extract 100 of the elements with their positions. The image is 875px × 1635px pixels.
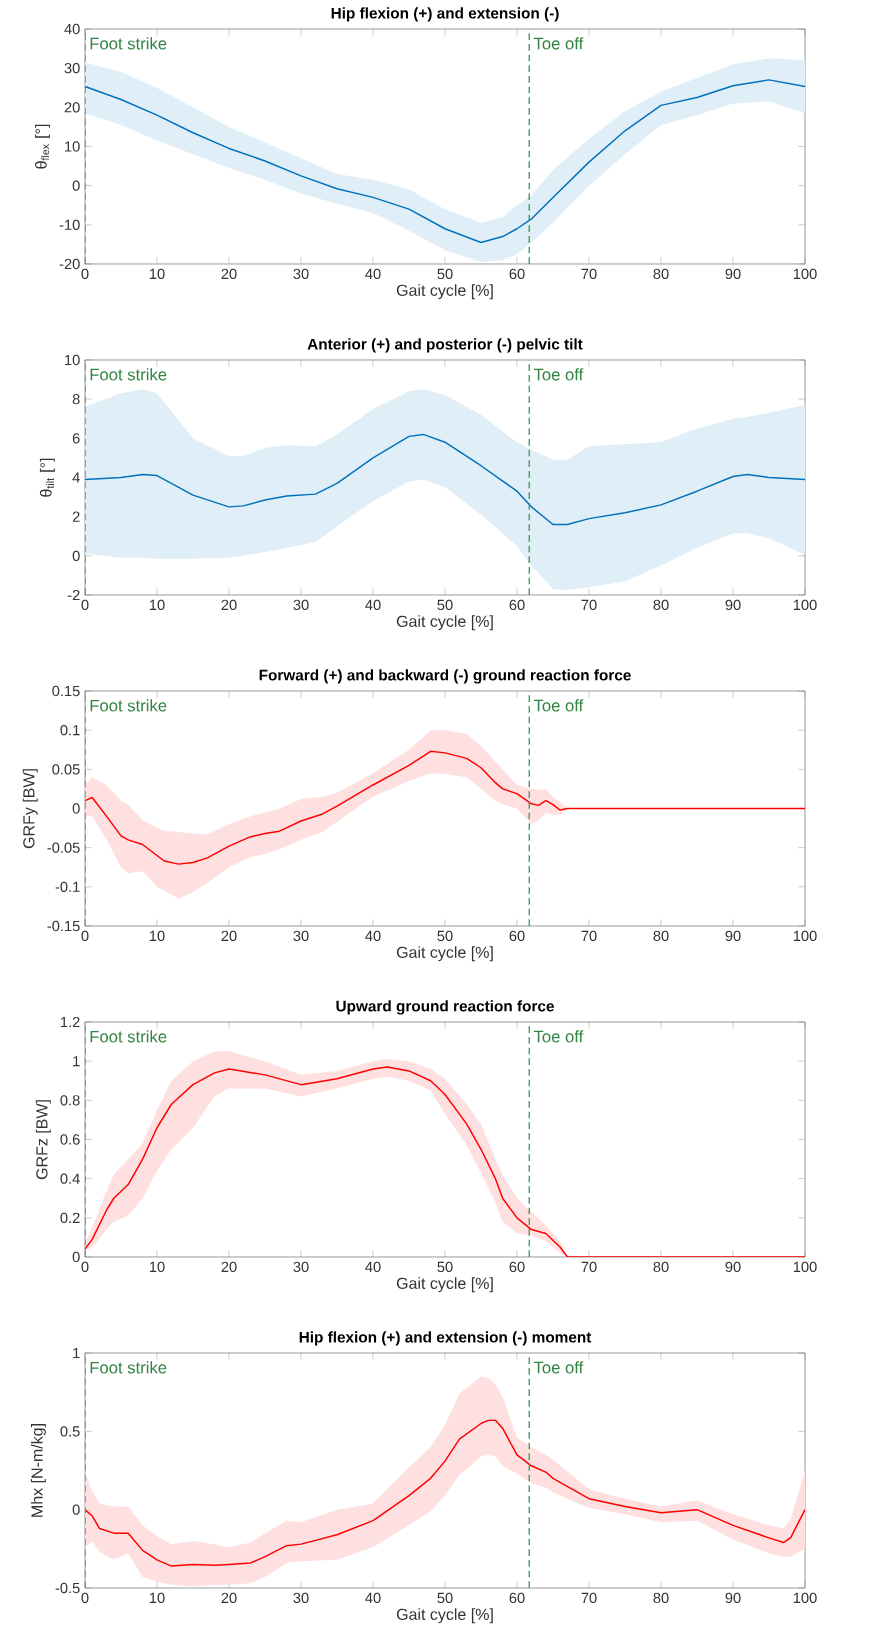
y-tick-label: -0.05 (47, 842, 80, 853)
y-tick-label: 0.8 (60, 1095, 80, 1106)
x-tick-label: 50 (437, 268, 453, 280)
x-tick-label: 80 (653, 599, 669, 611)
y-tick-label: 10 (65, 354, 80, 366)
ref-line-label: Toe off (533, 1361, 584, 1374)
y-tick-label: 0 (72, 180, 80, 191)
ref-line-label: Foot strike (90, 699, 167, 712)
x-tick-label: 40 (365, 930, 381, 942)
x-axis-title: Gait cycle [%] (396, 946, 493, 962)
x-tick-label: 50 (437, 1261, 453, 1273)
ref-line-label: Foot strike (90, 368, 167, 381)
y-tick-label: 8 (72, 393, 80, 405)
x-tick-label: 50 (437, 599, 453, 611)
ref-line-label: Toe off (533, 699, 584, 712)
x-tick-label: 90 (725, 268, 741, 280)
x-tick-label: 10 (149, 930, 165, 942)
x-tick-label: 0 (81, 1592, 89, 1604)
x-tick-label: 20 (221, 599, 237, 611)
ref-line-label: Foot strike (90, 1361, 167, 1374)
x-tick-label: 70 (581, 268, 597, 280)
x-tick-label: 80 (653, 1261, 669, 1273)
y-tick-label: 20 (64, 102, 80, 113)
x-tick-label: 10 (149, 1261, 165, 1273)
x-axis-title: Gait cycle [%] (396, 1277, 493, 1293)
x-tick-label: 10 (149, 599, 165, 611)
ref-line-label: Toe off (533, 37, 584, 50)
x-tick-label: 10 (149, 1592, 165, 1604)
x-tick-label: 60 (509, 268, 525, 280)
y-tick-label: 4 (72, 472, 80, 483)
x-axis-title: Gait cycle [%] (396, 615, 493, 631)
x-tick-label: 90 (725, 1592, 741, 1604)
ref-line-label: Foot strike (90, 1030, 167, 1043)
x-tick-label: 70 (581, 1592, 597, 1604)
x-tick-label: 20 (221, 930, 237, 942)
y-tick-label: -0.15 (47, 920, 80, 932)
x-tick-label: 10 (149, 268, 165, 280)
ref-line-label: Foot strike (90, 37, 167, 50)
y-axis-title: Mhx [N-m/kg] (30, 1424, 46, 1517)
x-tick-label: 70 (581, 930, 597, 942)
x-tick-label: 60 (509, 930, 525, 942)
chart-title: Upward ground reaction force (336, 1000, 554, 1015)
x-tick-label: 90 (725, 1261, 741, 1273)
chart-title: Hip flexion (+) and extension (-) (331, 7, 559, 22)
ref-line-label: Toe off (533, 368, 584, 381)
x-tick-label: 100 (793, 268, 817, 280)
y-tick-label: -2 (67, 589, 80, 601)
x-tick-label: 100 (793, 1261, 817, 1273)
x-tick-label: 80 (653, 930, 669, 942)
x-tick-label: 100 (793, 599, 817, 611)
x-tick-label: 60 (509, 599, 525, 611)
chart-title: Hip flexion (+) and extension (-) moment (299, 1331, 592, 1346)
y-tick-label: -10 (59, 219, 80, 231)
x-tick-label: 30 (293, 1592, 309, 1604)
x-tick-label: 40 (365, 268, 381, 280)
x-tick-label: 30 (293, 930, 309, 942)
y-tick-label: 0.1 (60, 724, 80, 736)
chart-title: Anterior (+) and posterior (-) pelvic tilt (307, 338, 583, 353)
x-tick-label: 80 (653, 1592, 669, 1604)
x-tick-label: 40 (365, 599, 381, 611)
x-axis-title: Gait cycle [%] (396, 284, 493, 300)
x-tick-label: 30 (293, 599, 309, 611)
x-tick-label: 80 (653, 268, 669, 280)
y-tick-label: 0.15 (52, 685, 80, 697)
y-tick-label: 40 (64, 23, 80, 35)
x-tick-label: 70 (581, 1261, 597, 1273)
y-tick-label: 0 (72, 1251, 80, 1263)
y-axis-title: θ$_{tilt}$ [°] (39, 458, 55, 497)
y-tick-label: 0.05 (52, 764, 80, 775)
x-tick-label: 30 (293, 268, 309, 280)
y-tick-label: 0 (72, 550, 80, 562)
x-tick-label: 20 (221, 1592, 237, 1604)
x-tick-label: 60 (509, 1592, 525, 1604)
ref-line-label: Toe off (533, 1030, 584, 1043)
x-tick-label: 100 (793, 1592, 817, 1604)
y-tick-label: -0.1 (55, 881, 80, 893)
x-tick-label: 30 (293, 1261, 309, 1273)
y-tick-label: 0.2 (60, 1212, 80, 1224)
x-tick-label: 50 (437, 1592, 453, 1604)
y-tick-label: 30 (64, 62, 80, 74)
y-tick-label: 6 (72, 433, 80, 444)
x-tick-label: 100 (793, 930, 817, 942)
x-tick-label: 0 (81, 1261, 89, 1273)
y-axis-title: GRFy [BW] (22, 769, 38, 849)
y-axis-title: GRFz [BW] (35, 1100, 51, 1180)
y-tick-label: 0.5 (60, 1426, 80, 1437)
x-tick-label: 40 (365, 1592, 381, 1604)
y-tick-label: 0.4 (60, 1173, 80, 1184)
y-tick-label: 0.6 (60, 1134, 80, 1145)
y-tick-label: 1 (73, 1347, 80, 1359)
y-axis-title: θ$_{flex}$ [°] (35, 124, 50, 169)
y-tick-label: 10 (65, 141, 80, 152)
x-tick-label: 50 (437, 930, 453, 942)
x-tick-label: 40 (365, 1261, 381, 1273)
y-tick-label: 2 (72, 511, 80, 522)
x-axis-title: Gait cycle [%] (396, 1608, 493, 1624)
x-tick-label: 20 (221, 268, 237, 280)
y-tick-label: 0 (72, 1504, 80, 1515)
chart-title: Forward (+) and backward (-) ground reaction force (259, 669, 631, 684)
x-tick-label: 90 (725, 599, 741, 611)
